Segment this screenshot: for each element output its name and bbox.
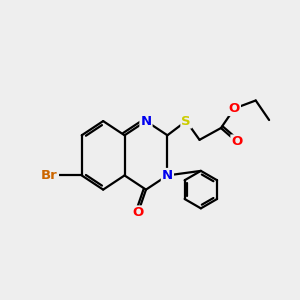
Text: N: N (162, 169, 173, 182)
Text: O: O (231, 136, 243, 148)
Text: S: S (181, 115, 191, 128)
Text: O: O (132, 206, 144, 219)
Text: N: N (140, 115, 152, 128)
Text: O: O (229, 102, 240, 115)
Text: Br: Br (41, 169, 58, 182)
